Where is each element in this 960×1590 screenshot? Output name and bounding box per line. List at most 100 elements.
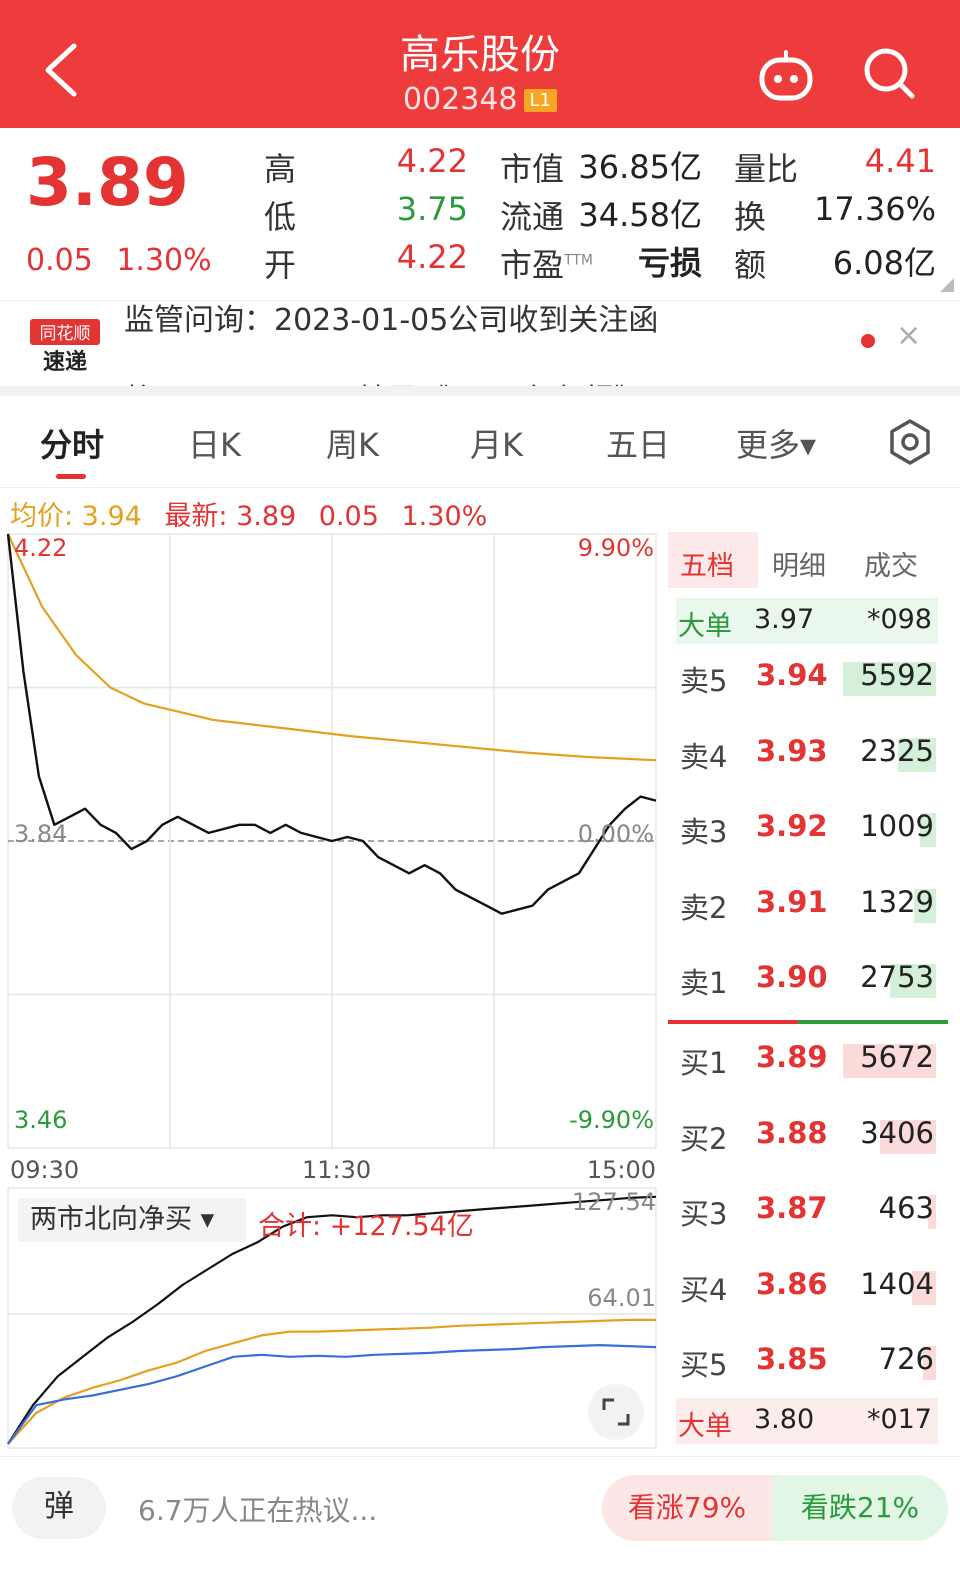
y-tick-label: 4.22 [14,534,68,562]
expand-corner-icon[interactable] [940,278,954,292]
fullscreen-button[interactable] [588,1384,644,1440]
discussion-prompt[interactable]: 6.7万人正在热议... [138,1494,378,1527]
level-volume: 1404 [860,1266,934,1301]
order-level-row[interactable]: 卖1 3.90 2753 [668,950,948,1010]
bid-ask-divider [668,1020,948,1024]
danmu-toggle-button[interactable]: 弹 [12,1477,106,1539]
order-level-row[interactable]: 买4 3.86 1404 [668,1257,948,1317]
pe-label-text: 市盈 [500,246,565,284]
order-level-row[interactable]: 卖5 3.94 5592 [668,648,948,708]
level-price: 3.93 [756,733,828,768]
y-tick-label: 3.46 [14,1106,68,1134]
big-order-label: 大单 [678,611,732,642]
big-order-label: 大单 [678,1411,732,1442]
northbound-line [7,1195,657,1445]
order-book: 五档 明细 成交 大单 3.97 *098 卖5 3.94 5592 卖4 3.93 23… [668,532,960,1452]
unread-dot-icon [861,334,875,348]
order-level-row[interactable]: 卖2 3.91 1329 [668,875,948,935]
big-order-vol: *017 [866,1404,932,1435]
stock-name: 高乐股份 [400,32,560,78]
pct-tick-label: 9.90% [577,534,654,562]
y-tick-label: 3.84 [14,820,68,848]
vol-ratio-value: 4.41 [864,142,936,180]
tab-more[interactable]: 更多▾ [736,426,817,464]
northbound-mid-label: 64.01 [587,1284,656,1312]
x-tick-label: 15:00 [586,1156,656,1184]
level-price: 3.88 [756,1115,828,1150]
northbound-title: 两市北向净买 [30,1204,192,1235]
level-price: 3.92 [756,809,828,843]
turnover-label: 换 [734,198,767,236]
intraday-chart[interactable] [0,530,662,1454]
close-icon[interactable]: × [896,318,922,353]
change-percent: 1.30% [116,243,212,278]
tab-weekly-k[interactable]: 周K [326,426,379,464]
logo-text-1: 同花顺 [40,324,91,344]
level-price: 3.91 [756,884,828,919]
level-label: 买4 [680,1272,728,1307]
volume-bar [843,1044,936,1078]
avg-price: 均价: 3.94 [10,501,142,532]
pe-ttm-sup: TTM [564,252,593,269]
tab-detail[interactable]: 明细 [772,551,826,582]
order-level-row[interactable]: 买3 3.87 463 [668,1181,948,1241]
level-label: 买3 [680,1197,728,1231]
avg-price-line [7,533,657,762]
big-order-vol: *098 [866,604,932,635]
volume-bar [843,662,936,696]
big-order-top: 大单 3.97 *098 [676,598,938,644]
float-label: 流通 [500,198,565,236]
search-icon[interactable] [862,46,916,100]
news-ticker[interactable]: 同花顺 速递 监管问询：2023-01-05公司收到关注函 将于2023-04-… [0,300,960,390]
volume-bar [914,888,936,923]
tab-five-day[interactable]: 五日 [606,426,671,464]
level-label: 卖1 [680,966,728,1000]
level-badge: L1 [523,89,557,112]
ths-express-logo: 同花顺 速递 [30,319,100,375]
tab-intraday[interactable]: 分时 [40,426,105,464]
tab-five-levels[interactable]: 五档 [680,551,734,582]
price-line [6,533,657,915]
tab-daily-k[interactable]: 日K [188,426,241,464]
x-tick-label: 11:30 [302,1156,372,1184]
news-item[interactable]: 监管问询：2023-01-05公司收到关注函 [124,303,659,338]
tab-trades[interactable]: 成交 [864,551,918,582]
northbound-top-label: 127.54 [572,1188,656,1216]
float-value: 34.58亿 [578,196,702,234]
level-volume: 2753 [860,960,934,994]
latest-pct: 1.30% [401,501,488,532]
volume-bar [898,737,936,772]
volume-bar [880,1119,936,1154]
amount-label: 额 [734,246,767,284]
settings-hexagon-icon[interactable] [886,418,934,466]
chart-info-line: 均价: 3.94 最新: 3.89 0.05 1.30% [10,494,501,533]
tab-monthly-k[interactable]: 月K [470,426,523,464]
order-level-row[interactable]: 买2 3.88 3406 [668,1106,948,1166]
volume-bar [890,964,936,998]
order-level-row[interactable]: 买5 3.85 726 [668,1332,948,1392]
quote-panel[interactable]: 3.89 0.05 1.30% 高 低 开 4.22 3.75 4.22 市值 … [0,128,960,300]
volume-bar [928,1195,936,1229]
volume-bar [920,813,936,847]
change-value: 0.05 [26,243,93,278]
back-arrow-icon[interactable] [38,40,82,100]
stock-code-row: 002348 L1 [0,82,960,117]
high-label: 高 [264,150,297,188]
chart-grid [7,533,657,1449]
bullish-vote-button[interactable]: 看涨79% [602,1475,772,1541]
robot-assistant-icon[interactable] [756,48,816,102]
order-level-row[interactable]: 买1 3.89 5672 [668,1030,948,1090]
level-label: 卖4 [680,739,728,774]
bottom-bar: 弹 6.7万人正在热议... 看涨79% 看跌21% [0,1456,960,1590]
volume-bar [923,1346,936,1380]
bearish-vote-button[interactable]: 看跌21% [772,1475,948,1541]
price-series [6,533,657,915]
order-level-row[interactable]: 卖3 3.92 1009 [668,799,948,859]
divider [0,386,960,396]
level-label: 买2 [680,1121,728,1156]
northbound-total: 合计: +127.54亿 [258,1211,474,1242]
order-level-row[interactable]: 卖4 3.93 2325 [668,724,948,784]
pe-label: 市盈TTM [500,240,593,286]
northbound-selector[interactable]: 两市北向净买 ▾ [18,1198,246,1242]
stock-code: 002348 [402,82,518,117]
